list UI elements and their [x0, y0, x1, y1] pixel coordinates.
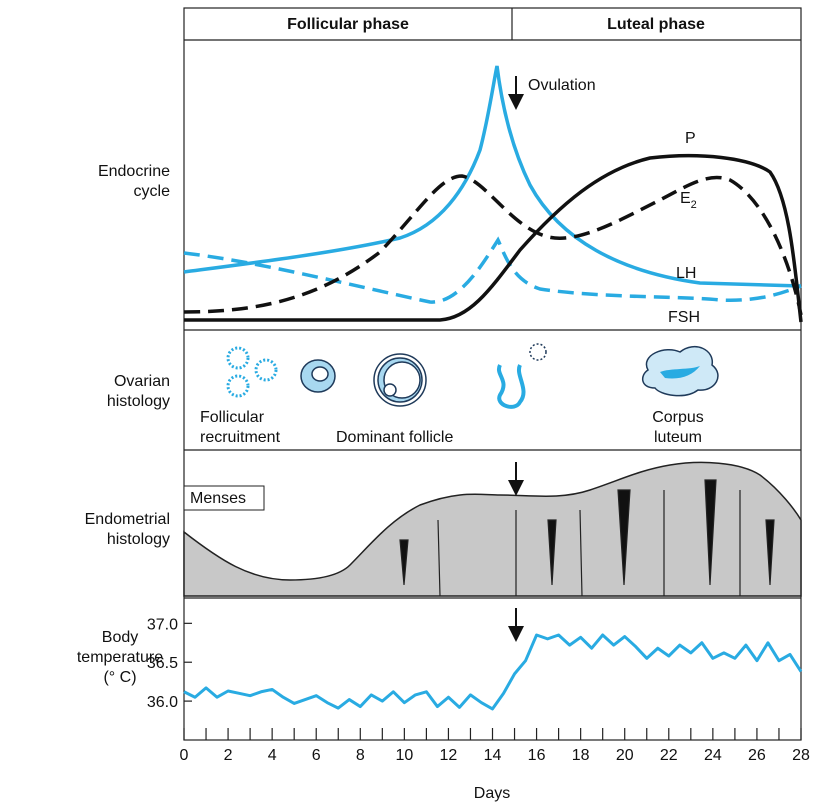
x-tick-label: 16	[528, 747, 546, 764]
curve-label: LH	[676, 265, 696, 282]
x-tick-label: 22	[660, 747, 678, 764]
x-axis-label: Days	[474, 785, 510, 802]
menses-label: Menses	[190, 490, 246, 507]
panel-label: Endometrial histology	[85, 511, 170, 548]
x-tick-label: 2	[224, 747, 233, 764]
y-tick-label: 37.0	[147, 616, 178, 633]
lh-curve	[183, 65, 802, 288]
x-tick-label: 20	[616, 747, 634, 764]
y-tick-label: 36.5	[147, 655, 178, 672]
panel-label: Endocrine cycle	[98, 163, 170, 200]
hormone-curves	[183, 65, 803, 323]
x-tick-label: 10	[395, 747, 413, 764]
e2-curve	[183, 174, 803, 316]
x-tick-label: 8	[356, 747, 365, 764]
x-tick-label: 0	[180, 747, 189, 764]
x-tick-label: 14	[484, 747, 502, 764]
temperature-plot: 36.036.537.00 2 4 6 8 10 12 14 16 18 20 22 24 26 28	[147, 616, 810, 764]
ovary-label: Corpus luteum	[652, 409, 704, 446]
ovulation-label: Ovulation	[528, 77, 596, 94]
x-tick-label: 26	[748, 747, 766, 764]
endometrium	[183, 461, 802, 597]
phase-label: Luteal phase	[607, 16, 705, 33]
x-tick-label: 18	[572, 747, 590, 764]
glands	[399, 479, 775, 597]
p-curve	[184, 153, 803, 323]
menses-box	[183, 485, 265, 511]
panel-label: Ovarian histology	[107, 373, 170, 410]
curve-label: FSH	[668, 309, 700, 326]
x-tick-label: 6	[312, 747, 321, 764]
ovary-label: Follicular recruitment	[200, 409, 281, 446]
x-tick-label: 28	[792, 747, 810, 764]
curve-label: E2	[680, 190, 697, 211]
fsh-curve	[183, 236, 802, 304]
ovary-label: Dominant follicle	[336, 429, 453, 446]
x-tick-label: 12	[440, 747, 458, 764]
phase-label: Follicular phase	[287, 16, 409, 33]
y-axis-label: Body temperature (° C)	[77, 629, 163, 686]
x-tick-label: 24	[704, 747, 722, 764]
temperature-line	[183, 633, 803, 711]
curve-label: P	[685, 130, 696, 147]
ovary-icons	[226, 343, 719, 409]
y-tick-label: 36.0	[147, 694, 178, 711]
x-tick-label: 4	[268, 747, 277, 764]
